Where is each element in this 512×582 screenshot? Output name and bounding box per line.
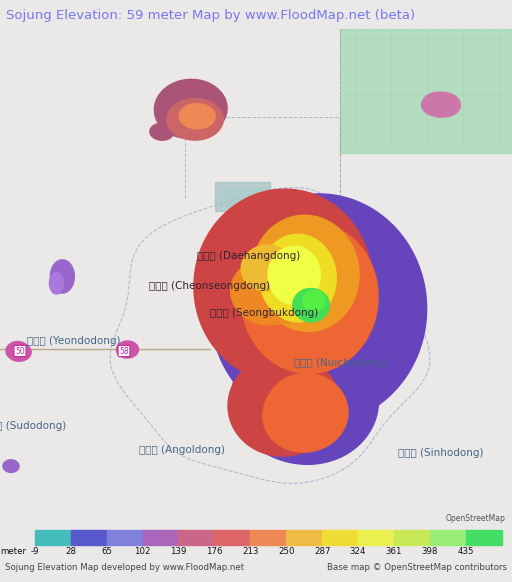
Polygon shape <box>231 335 378 464</box>
Text: 전성동 (Cheonseongdong): 전성동 (Cheonseongdong) <box>150 281 270 290</box>
Text: Sojung Elevation Map developed by www.FloodMap.net: Sojung Elevation Map developed by www.Fl… <box>5 563 244 572</box>
Text: 28: 28 <box>65 547 76 556</box>
Polygon shape <box>3 460 19 473</box>
Text: Base map © OpenStreetMap contributors: Base map © OpenStreetMap contributors <box>327 563 507 572</box>
Polygon shape <box>6 342 31 361</box>
Polygon shape <box>220 187 265 207</box>
Text: 언도동 (Yeondodong): 언도동 (Yeondodong) <box>28 336 121 346</box>
Polygon shape <box>252 215 359 331</box>
Text: OpenStreetMap: OpenStreetMap <box>445 514 505 523</box>
Polygon shape <box>260 235 336 322</box>
Polygon shape <box>327 210 370 243</box>
Bar <box>430 530 466 545</box>
Polygon shape <box>303 290 325 311</box>
Polygon shape <box>155 79 227 139</box>
Polygon shape <box>263 374 348 452</box>
Text: 102: 102 <box>134 547 151 556</box>
Text: 성북동 (Seongbukdong): 성북동 (Seongbukdong) <box>209 308 318 318</box>
Polygon shape <box>347 208 372 229</box>
Polygon shape <box>194 189 372 381</box>
Bar <box>466 530 502 545</box>
Text: Sojung Elevation: 59 meter Map by www.FloodMap.net (beta): Sojung Elevation: 59 meter Map by www.Fl… <box>6 9 415 22</box>
Polygon shape <box>167 98 223 140</box>
Text: 안골동 (Angoldong): 안골동 (Angoldong) <box>139 445 225 456</box>
Polygon shape <box>116 341 138 358</box>
Text: 녹차동 (Nuichadong): 녹차동 (Nuichadong) <box>294 358 387 368</box>
Bar <box>179 530 215 545</box>
Bar <box>106 530 142 545</box>
Text: 250: 250 <box>278 547 294 556</box>
Polygon shape <box>242 222 378 373</box>
Bar <box>250 530 286 545</box>
Text: 213: 213 <box>242 547 259 556</box>
Bar <box>322 530 358 545</box>
Polygon shape <box>421 92 460 117</box>
Polygon shape <box>268 246 321 304</box>
Text: 도동 (Sudodong): 도동 (Sudodong) <box>0 421 66 431</box>
Bar <box>394 530 430 545</box>
Polygon shape <box>210 194 426 425</box>
Polygon shape <box>179 104 215 129</box>
Text: 50: 50 <box>15 346 25 356</box>
Polygon shape <box>228 354 339 456</box>
Text: 435: 435 <box>458 547 474 556</box>
Polygon shape <box>150 123 174 140</box>
Text: 신호동 (Sinhodong): 신호동 (Sinhodong) <box>398 448 483 458</box>
Polygon shape <box>241 245 294 291</box>
Text: 139: 139 <box>170 547 187 556</box>
Bar <box>358 530 394 545</box>
Text: 324: 324 <box>350 547 366 556</box>
Text: 398: 398 <box>422 547 438 556</box>
Text: -9: -9 <box>31 547 39 556</box>
Bar <box>142 530 179 545</box>
Bar <box>71 530 106 545</box>
Text: 58: 58 <box>119 346 129 356</box>
Text: 287: 287 <box>314 547 330 556</box>
Polygon shape <box>340 29 512 154</box>
Text: 대항동 (Daehangdong): 대항동 (Daehangdong) <box>197 251 300 261</box>
Bar <box>286 530 322 545</box>
Text: 65: 65 <box>101 547 112 556</box>
Polygon shape <box>50 273 63 294</box>
Text: meter: meter <box>0 547 26 556</box>
Text: 361: 361 <box>386 547 402 556</box>
Text: 176: 176 <box>206 547 223 556</box>
Bar <box>215 530 250 545</box>
Bar <box>35 530 71 545</box>
Polygon shape <box>293 289 329 322</box>
Polygon shape <box>50 260 74 293</box>
Polygon shape <box>230 258 312 325</box>
Polygon shape <box>215 183 270 211</box>
